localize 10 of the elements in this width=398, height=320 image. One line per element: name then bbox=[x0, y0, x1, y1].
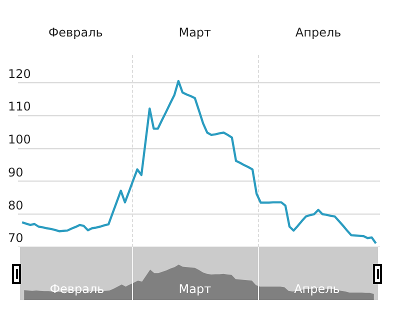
y-tick-label: 70 bbox=[8, 231, 24, 246]
x-tick-label: Февраль bbox=[48, 25, 103, 40]
x-tick-label: Март bbox=[178, 25, 212, 40]
y-tick-label: 100 bbox=[8, 132, 31, 147]
y-tick-label: 90 bbox=[8, 165, 24, 180]
y-tick-label: 110 bbox=[8, 100, 31, 114]
x-tick-label: Март bbox=[178, 282, 212, 296]
y-tick-label: 120 bbox=[8, 66, 31, 81]
x-tick-label: Апрель bbox=[295, 25, 342, 40]
y-tick-label: 80 bbox=[8, 198, 24, 212]
